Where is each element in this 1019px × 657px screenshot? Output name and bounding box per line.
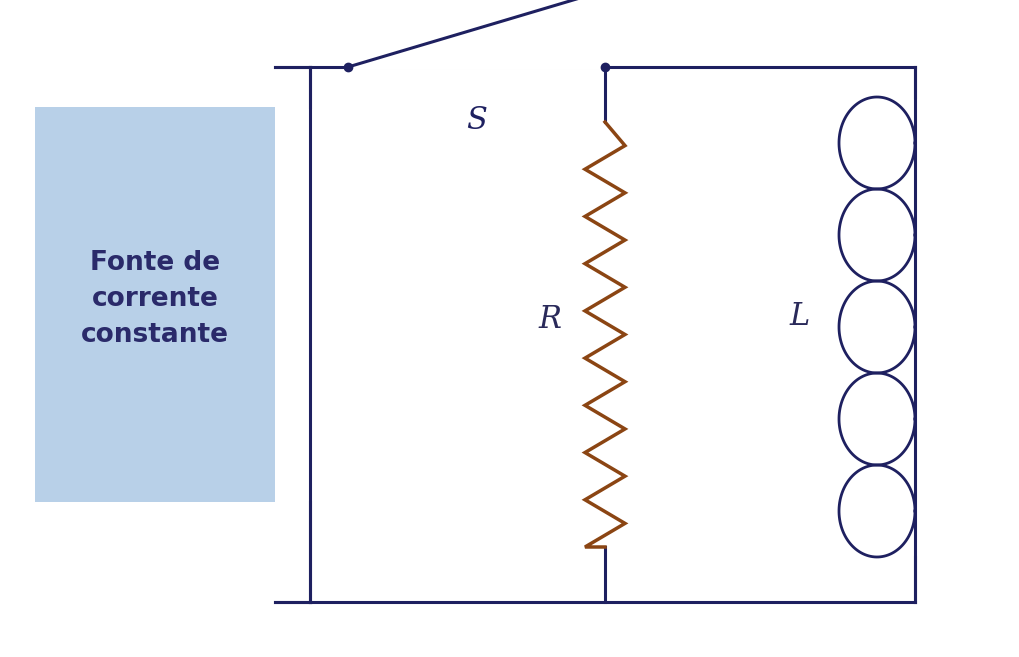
Text: S: S: [466, 105, 487, 136]
Text: L: L: [790, 302, 810, 332]
FancyBboxPatch shape: [35, 107, 275, 502]
Text: R: R: [538, 304, 561, 335]
Text: Fonte de
corrente
constante: Fonte de corrente constante: [81, 250, 229, 348]
